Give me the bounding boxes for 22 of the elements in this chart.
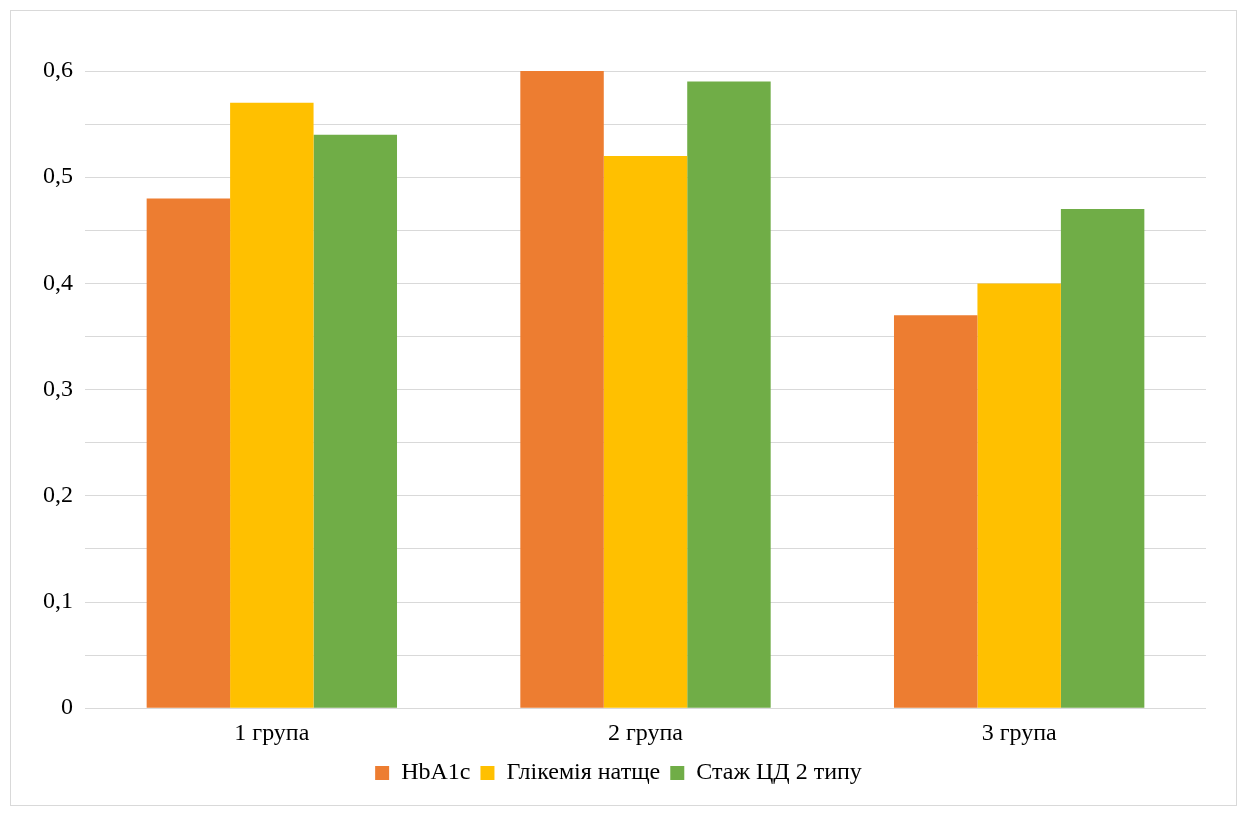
bar bbox=[687, 81, 771, 708]
bar bbox=[313, 134, 398, 708]
x-tick-label: 1 група bbox=[234, 718, 310, 745]
y-tick-label: 0,6 bbox=[43, 56, 73, 83]
bar bbox=[146, 198, 231, 708]
bar bbox=[977, 283, 1061, 708]
bar bbox=[603, 155, 688, 708]
bar bbox=[230, 102, 314, 708]
bar bbox=[893, 315, 978, 708]
legend-label: Глікемія натще bbox=[506, 758, 661, 785]
y-tick-label: 0,4 bbox=[43, 268, 73, 295]
y-tick-label: 0,1 bbox=[43, 587, 73, 614]
y-tick-label: 0,2 bbox=[43, 481, 73, 508]
y-tick-label: 0 bbox=[61, 693, 73, 720]
bar bbox=[520, 71, 604, 708]
bar bbox=[1060, 209, 1145, 708]
y-tick-label: 0,3 bbox=[43, 374, 73, 401]
y-tick-label: 0,5 bbox=[43, 162, 73, 189]
x-tick-label: 2 група bbox=[607, 718, 684, 745]
x-tick-label: 3 група bbox=[981, 718, 1058, 745]
legend-label: HbA1c bbox=[401, 758, 471, 785]
legend-label: Стаж ЦД 2 типу bbox=[696, 758, 862, 785]
